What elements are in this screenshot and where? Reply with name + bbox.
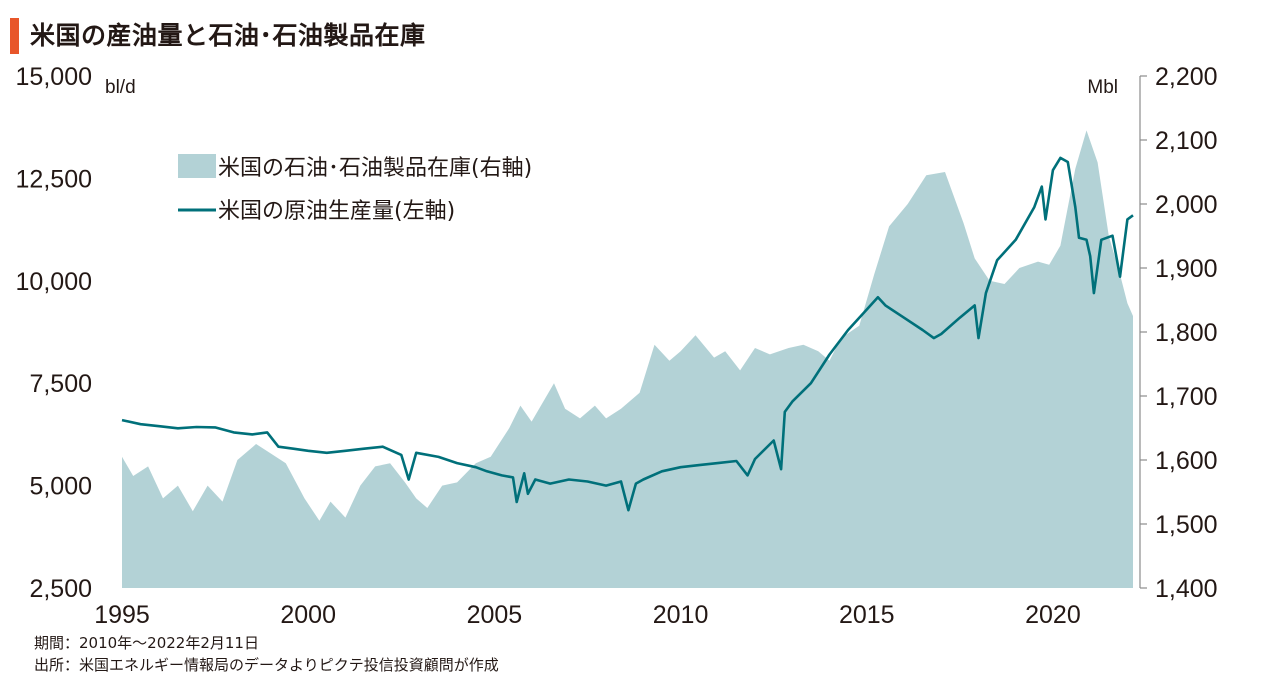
y-right-tick-label: 1,600	[1155, 447, 1218, 475]
legend-label-inventory: 米国の石油･石油製品在庫(右軸)	[218, 156, 532, 181]
y-right-tick-label: 2,200	[1155, 63, 1218, 91]
x-axis-labels: 1995 2000 2005 2010 2015 2020	[94, 601, 1081, 629]
y-axis-left-labels: 2,500 5,000 7,500 10,000 12,500 15,000	[16, 63, 92, 603]
inventory-area-layer	[122, 130, 1133, 588]
y-right-tick-label: 1,400	[1155, 575, 1218, 603]
x-tick-label: 2010	[653, 601, 709, 629]
y-right-tick-label: 1,700	[1155, 383, 1218, 411]
footer-period: 期間：2010年～2022年2月11日	[34, 634, 259, 652]
x-tick-label: 2015	[839, 601, 895, 629]
y-right-tick-label: 2,000	[1155, 191, 1218, 219]
inventory-area	[122, 130, 1133, 588]
legend: 米国の石油･石油製品在庫(右軸) 米国の原油生産量(左軸)	[178, 154, 532, 224]
footer-source: 出所：米国エネルギー情報局のデータよりピクテ投信投資顧問が作成	[34, 656, 499, 674]
y-left-tick-label: 7,500	[29, 370, 92, 398]
production-line-layer	[121, 156, 1134, 512]
legend-swatch-inventory	[178, 154, 216, 178]
y-left-tick-label: 12,500	[16, 165, 92, 193]
y-right-unit: Mbl	[1087, 77, 1118, 98]
right-axis-ticks	[1140, 75, 1147, 589]
x-tick-label: 1995	[94, 601, 150, 629]
x-tick-label: 2005	[467, 601, 523, 629]
y-right-tick-label: 2,100	[1155, 127, 1218, 155]
x-tick-label: 2020	[1025, 601, 1081, 629]
y-left-tick-label: 2,500	[29, 575, 92, 603]
y-axis-right-labels: 1,400 1,500 1,600 1,700 1,800 1,900 2,000 2,100…	[1155, 63, 1218, 603]
y-left-unit: bl/d	[105, 77, 136, 98]
y-right-tick-label: 1,800	[1155, 319, 1218, 347]
x-tick-label: 2000	[280, 601, 336, 629]
y-right-tick-label: 1,500	[1155, 511, 1218, 539]
y-left-tick-label: 10,000	[16, 268, 92, 296]
production-line	[121, 156, 1134, 512]
chart-title: 米国の産油量と石油･石油製品在庫	[30, 21, 426, 50]
title-accent-bar	[10, 18, 19, 54]
legend-label-production: 米国の原油生産量(左軸)	[218, 199, 455, 224]
y-left-tick-label: 15,000	[16, 63, 92, 91]
y-right-tick-label: 1,900	[1155, 255, 1218, 283]
y-left-tick-label: 5,000	[29, 473, 92, 501]
